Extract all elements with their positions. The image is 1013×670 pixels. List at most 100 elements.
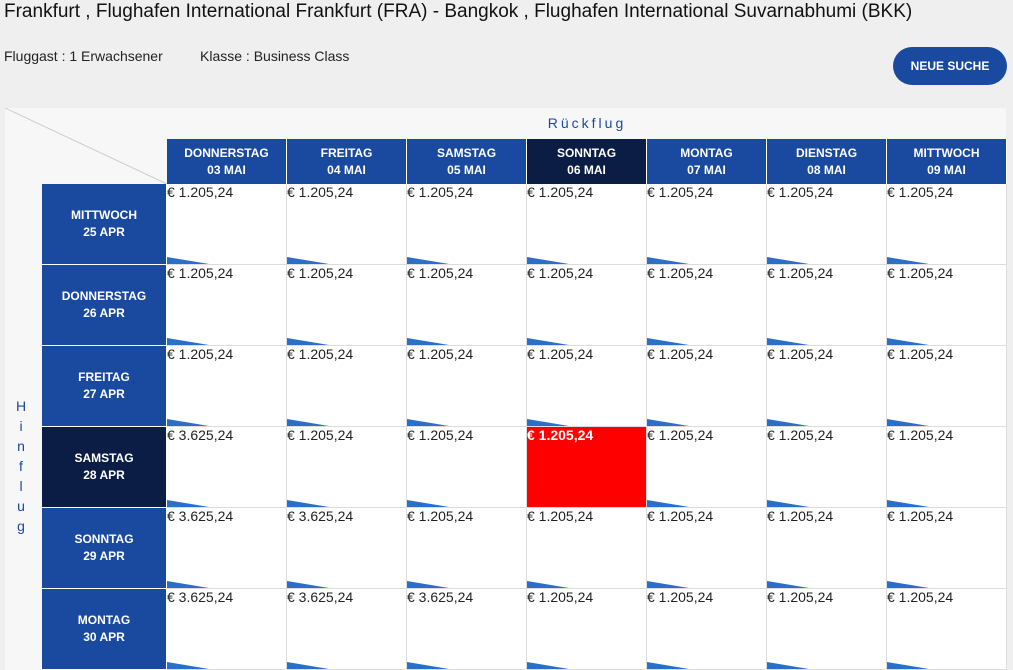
price: € 1.205,24 bbox=[407, 346, 474, 362]
price-cell[interactable]: € 1.205,24 bbox=[167, 346, 287, 427]
price: € 1.205,24 bbox=[647, 427, 714, 443]
price-cell[interactable]: € 3.625,24 bbox=[287, 589, 407, 670]
class-info: Klasse : Business Class bbox=[200, 48, 350, 64]
price-cell[interactable]: € 1.205,24 bbox=[287, 184, 407, 265]
price: € 1.205,24 bbox=[167, 184, 234, 200]
cell-corner bbox=[767, 581, 809, 588]
price: € 1.205,24 bbox=[647, 265, 714, 281]
cell-corner bbox=[647, 257, 689, 264]
cell-corner bbox=[407, 500, 449, 507]
price: € 1.205,24 bbox=[407, 508, 474, 524]
price: € 3.625,24 bbox=[167, 508, 234, 524]
cell-corner bbox=[887, 338, 929, 345]
price-cell[interactable]: € 1.205,24 bbox=[767, 427, 887, 508]
price-cell[interactable]: € 1.205,24 bbox=[527, 427, 647, 508]
cell-corner bbox=[647, 419, 689, 426]
price-cell[interactable]: € 1.205,24 bbox=[287, 346, 407, 427]
row-header: SAMSTAG 28 APR bbox=[42, 427, 167, 508]
row-date: 28 APR bbox=[83, 468, 125, 482]
cell-corner bbox=[287, 581, 329, 588]
price-cell[interactable]: € 1.205,24 bbox=[167, 265, 287, 346]
cell-corner bbox=[167, 500, 209, 507]
price: € 1.205,24 bbox=[407, 184, 474, 200]
cell-corner bbox=[407, 662, 449, 669]
price-cell[interactable]: € 1.205,24 bbox=[767, 589, 887, 670]
column-header: SAMSTAG 05 MAI bbox=[407, 139, 527, 184]
price-cell[interactable]: € 1.205,24 bbox=[287, 427, 407, 508]
price: € 1.205,24 bbox=[527, 589, 594, 605]
cell-corner bbox=[527, 662, 569, 669]
price-cell[interactable]: € 1.205,24 bbox=[887, 265, 1007, 346]
corner-diagonal bbox=[5, 108, 167, 184]
price-cell[interactable]: € 1.205,24 bbox=[767, 508, 887, 589]
column-date: 06 MAI bbox=[567, 162, 606, 177]
price-cell[interactable]: € 3.625,24 bbox=[167, 427, 287, 508]
price: € 1.205,24 bbox=[767, 184, 834, 200]
price-cell[interactable]: € 1.205,24 bbox=[647, 346, 767, 427]
price-cell[interactable]: € 1.205,24 bbox=[647, 508, 767, 589]
column-header: DONNERSTAG 03 MAI bbox=[167, 139, 287, 184]
cell-corner bbox=[407, 257, 449, 264]
price-cell[interactable]: € 1.205,24 bbox=[887, 508, 1007, 589]
price: € 1.205,24 bbox=[407, 265, 474, 281]
column-day: SAMSTAG bbox=[436, 145, 497, 160]
price-cell[interactable]: € 1.205,24 bbox=[767, 346, 887, 427]
price-cell[interactable]: € 1.205,24 bbox=[407, 346, 527, 427]
cell-corner bbox=[167, 419, 209, 426]
cell-corner bbox=[887, 419, 929, 426]
price-cell[interactable]: € 1.205,24 bbox=[527, 346, 647, 427]
cell-corner bbox=[407, 419, 449, 426]
row-header: SONNTAG 29 APR bbox=[42, 508, 167, 589]
price-cell[interactable]: € 1.205,24 bbox=[647, 427, 767, 508]
cell-corner bbox=[527, 419, 569, 426]
price-cell[interactable]: € 1.205,24 bbox=[887, 184, 1007, 265]
price: € 1.205,24 bbox=[287, 427, 354, 443]
price-cell[interactable]: € 1.205,24 bbox=[167, 184, 287, 265]
column-day: DONNERSTAG bbox=[184, 145, 269, 160]
cell-corner bbox=[887, 662, 929, 669]
price-cell[interactable]: € 3.625,24 bbox=[167, 589, 287, 670]
passenger-info: Fluggast : 1 Erwachsener bbox=[4, 48, 163, 64]
outbound-label: Hinflug bbox=[13, 398, 29, 538]
price-cell[interactable]: € 1.205,24 bbox=[407, 508, 527, 589]
price-cell[interactable]: € 1.205,24 bbox=[407, 184, 527, 265]
price: € 1.205,24 bbox=[167, 265, 234, 281]
row-header: FREITAG 27 APR bbox=[42, 346, 167, 427]
column-header: DIENSTAG 08 MAI bbox=[767, 139, 887, 184]
price-cell[interactable]: € 1.205,24 bbox=[887, 346, 1007, 427]
row-date: 29 APR bbox=[83, 549, 125, 563]
price-cell[interactable]: € 1.205,24 bbox=[527, 265, 647, 346]
price-cell[interactable]: € 3.625,24 bbox=[167, 508, 287, 589]
cell-corner bbox=[767, 662, 809, 669]
price: € 1.205,24 bbox=[887, 184, 954, 200]
price: € 1.205,24 bbox=[287, 346, 354, 362]
price: € 1.205,24 bbox=[887, 427, 954, 443]
price-cell[interactable]: € 3.625,24 bbox=[287, 508, 407, 589]
cell-corner bbox=[167, 338, 209, 345]
price-cell[interactable]: € 1.205,24 bbox=[887, 589, 1007, 670]
price-cell[interactable]: € 1.205,24 bbox=[527, 508, 647, 589]
price-cell[interactable]: € 1.205,24 bbox=[287, 265, 407, 346]
price-cell[interactable]: € 3.625,24 bbox=[407, 589, 527, 670]
price: € 1.205,24 bbox=[767, 508, 834, 524]
row-day: MONTAG bbox=[77, 613, 131, 627]
price-cell[interactable]: € 1.205,24 bbox=[407, 427, 527, 508]
new-search-button[interactable]: NEUE SUCHE bbox=[893, 47, 1007, 85]
column-header: MONTAG 07 MAI bbox=[647, 139, 767, 184]
price-cell[interactable]: € 1.205,24 bbox=[647, 184, 767, 265]
cell-corner bbox=[767, 500, 809, 507]
column-day: MITTWOCH bbox=[913, 145, 980, 160]
price-cell[interactable]: € 1.205,24 bbox=[527, 184, 647, 265]
column-day: DIENSTAG bbox=[795, 145, 858, 160]
row-day: MITTWOCH bbox=[71, 208, 137, 222]
cell-corner bbox=[167, 257, 209, 264]
price-cell[interactable]: € 1.205,24 bbox=[767, 265, 887, 346]
price-cell[interactable]: € 1.205,24 bbox=[407, 265, 527, 346]
price-cell[interactable]: € 1.205,24 bbox=[647, 265, 767, 346]
price-cell[interactable]: € 1.205,24 bbox=[527, 589, 647, 670]
price-cell[interactable]: € 1.205,24 bbox=[647, 589, 767, 670]
price-cell[interactable]: € 1.205,24 bbox=[887, 427, 1007, 508]
column-date: 05 MAI bbox=[447, 162, 486, 177]
price-cell[interactable]: € 1.205,24 bbox=[767, 184, 887, 265]
